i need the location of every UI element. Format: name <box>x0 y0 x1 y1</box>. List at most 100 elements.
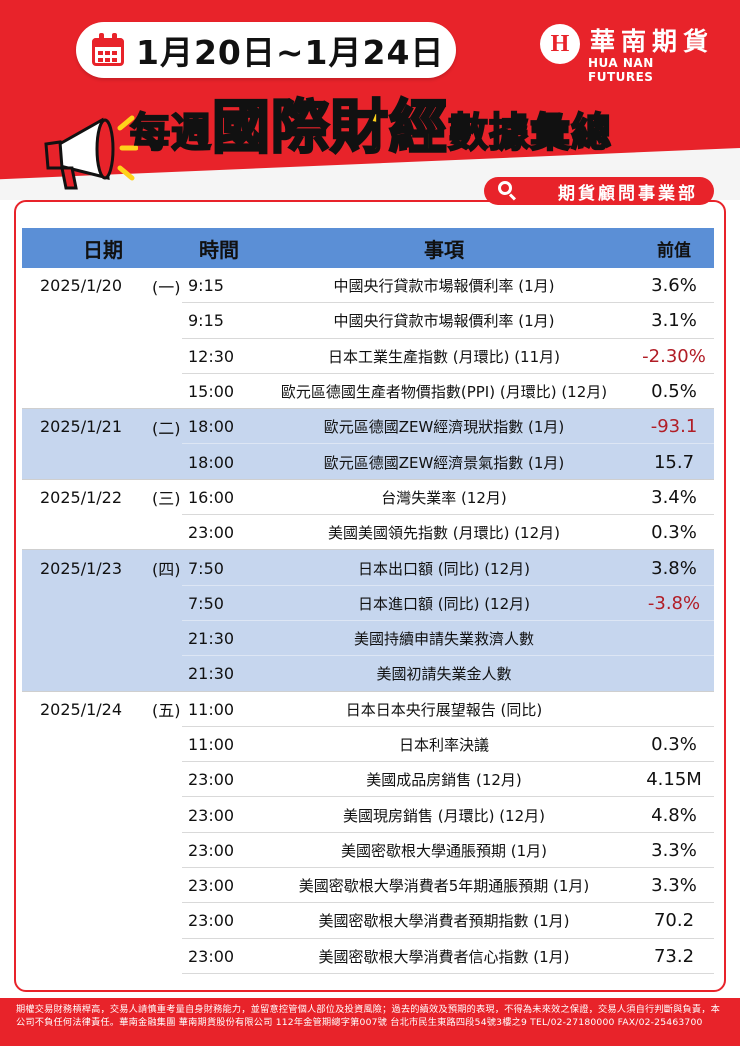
economic-calendar-table: 日期 時間 事項 前值 2025/1/20 (一) 9:15 中國央行貸款市場報價利率… <box>22 228 714 974</box>
row-divider <box>182 655 714 657</box>
column-header-previous: 前值 <box>657 240 691 261</box>
table-row: 15:00 歐元區德國生產者物價指數(PPI) (月環比) (12月) 0.5% <box>22 374 714 410</box>
event-cell: 美國密歇根大學消費者預期指數 (1月) <box>318 912 570 931</box>
table-body: 2025/1/20 (一) 9:15 中國央行貸款市場報價利率 (1月) 3.6% 9:1… <box>22 268 714 974</box>
table-row: 11:00 日本利率決議 0.3% <box>22 727 714 763</box>
time-cell: 16:00 <box>188 487 235 507</box>
date-cell: 2025/1/22 <box>40 487 123 507</box>
previous-value-cell: 70.2 <box>653 910 695 932</box>
table-row: 23:00 美國美國領先指數 (月環比) (12月) 0.3% <box>22 515 714 551</box>
row-divider <box>182 761 714 763</box>
time-cell: 11:00 <box>188 699 235 719</box>
time-cell: 23:00 <box>188 946 235 966</box>
row-divider <box>182 584 714 586</box>
column-header-date: 日期 <box>83 237 123 262</box>
row-divider <box>182 972 714 974</box>
event-cell: 美國初請失業金人數 <box>376 665 512 684</box>
time-cell: 23:00 <box>188 805 235 825</box>
date-cell: 2025/1/23 <box>40 558 123 578</box>
table-row: 23:00 美國密歇根大學消費者預期指數 (1月) 70.2 <box>22 903 714 939</box>
row-divider <box>22 478 714 480</box>
event-cell: 歐元區德國生產者物價指數(PPI) (月環比) (12月) <box>280 383 608 402</box>
weekday-cell: (二) <box>152 418 181 438</box>
table-row: 23:00 美國密歇根大學消費者信心指數 (1月) 73.2 <box>22 939 714 974</box>
event-cell: 美國美國領先指數 (月環比) (12月) <box>327 524 561 543</box>
row-divider <box>182 725 714 727</box>
time-cell: 23:00 <box>188 876 235 896</box>
table-header: 日期 時間 事項 前值 <box>22 228 714 268</box>
time-cell: 7:50 <box>188 558 224 578</box>
previous-value-cell: 3.6% <box>651 275 697 297</box>
event-cell: 美國密歇根大學消費者信心指數 (1月) <box>318 947 570 966</box>
event-cell: 歐元區德國ZEW經濟景氣指數 (1月) <box>323 453 565 472</box>
brand-logo: H 華南期貨 HUA NAN FUTURES <box>540 22 720 84</box>
weekday-cell: (一) <box>152 277 181 297</box>
table-row: 23:00 美國現房銷售 (月環比) (12月) 4.8% <box>22 797 714 833</box>
table-row: 21:30 美國持續申請失業救濟人數 <box>22 620 714 657</box>
time-cell: 7:50 <box>188 593 224 613</box>
row-divider <box>22 690 714 692</box>
department-text: 期貨顧問事業部 <box>558 183 698 204</box>
table-row: 2025/1/23 (四) 7:50 日本出口額 (同比) (12月) 3.8% <box>22 550 714 586</box>
time-cell: 18:00 <box>188 417 235 437</box>
date-cell: 2025/1/20 <box>40 276 123 296</box>
event-cell: 日本利率決議 <box>398 736 489 754</box>
date-cell: 2025/1/24 <box>40 699 123 719</box>
previous-value-cell: 3.3% <box>651 839 697 861</box>
time-cell: 23:00 <box>188 840 235 860</box>
column-header-time: 時間 <box>199 237 239 262</box>
title-part-2: 國際財經 <box>211 92 449 163</box>
previous-value-cell: -2.30% <box>642 345 706 367</box>
row-divider <box>182 337 714 339</box>
event-cell: 日本出口額 (同比) (12月) <box>357 559 531 578</box>
row-divider <box>22 408 714 410</box>
table-row: 2025/1/21 (二) 18:00 歐元區德國ZEW經濟現狀指數 (1月) -93.… <box>22 409 714 445</box>
search-icon <box>498 181 518 201</box>
time-cell: 11:00 <box>188 735 235 754</box>
row-divider <box>182 902 714 904</box>
disclaimer-footer: 期權交易財務槓桿高，交易人請慎重考量自身財務能力，並留意控管個人部位及投資風險；… <box>0 998 740 1046</box>
previous-value-cell: 15.7 <box>653 451 695 473</box>
previous-value-cell: -3.8% <box>647 592 701 614</box>
previous-value-cell: 4.15M <box>646 769 702 791</box>
event-cell: 美國持續申請失業救濟人數 <box>353 630 534 649</box>
event-cell: 日本日本央行展望報告 (同比) <box>345 700 543 719</box>
previous-value-cell: 3.4% <box>651 486 697 508</box>
row-divider <box>182 372 714 374</box>
event-cell: 日本進口額 (同比) (12月) <box>357 594 531 613</box>
row-divider <box>182 831 714 833</box>
megaphone-icon <box>44 115 138 190</box>
time-cell: 12:30 <box>188 346 235 366</box>
table-row: 23:00 美國密歇根大學通脹預期 (1月) 3.3% <box>22 833 714 869</box>
table-row: 23:00 美國成品房銷售 (12月) 4.15M <box>22 762 714 798</box>
weekday-cell: (三) <box>152 489 181 509</box>
date-range-text: 1月20日~1月24日 <box>136 33 445 72</box>
event-cell: 美國成品房銷售 (12月) <box>366 771 522 790</box>
table-row: 18:00 歐元區德國ZEW經濟景氣指數 (1月) 15.7 <box>22 444 714 480</box>
time-cell: 18:00 <box>188 452 235 472</box>
previous-value-cell: 4.8% <box>651 804 697 826</box>
previous-value-cell: 3.1% <box>651 310 697 332</box>
time-cell: 23:00 <box>188 770 235 790</box>
previous-value-cell: 3.8% <box>651 557 697 579</box>
event-cell: 美國現房銷售 (月環比) (12月) <box>342 806 546 825</box>
event-cell: 歐元區德國ZEW經濟現狀指數 (1月) <box>323 418 565 437</box>
previous-value-cell: 0.5% <box>651 381 697 403</box>
previous-value-cell: 0.3% <box>651 734 697 755</box>
table-row: 7:50 日本進口額 (同比) (12月) -3.8% <box>22 585 714 621</box>
time-cell: 23:00 <box>188 911 235 931</box>
date-range-badge: 1月20日~1月24日 <box>76 22 456 78</box>
table-row: 9:15 中國央行貸款市場報價利率 (1月) 3.1% <box>22 303 714 339</box>
row-divider <box>182 619 714 621</box>
row-divider <box>182 796 714 798</box>
title-part-1: 每週 <box>129 109 212 157</box>
row-divider <box>182 443 714 445</box>
previous-value-cell: 73.2 <box>653 945 695 967</box>
row-divider <box>182 937 714 939</box>
time-cell: 15:00 <box>188 382 235 402</box>
calendar-icon <box>90 32 126 68</box>
time-cell: 9:15 <box>188 311 224 331</box>
event-cell: 美國密歇根大學消費者5年期通脹預期 (1月) <box>298 877 590 896</box>
row-divider <box>182 514 714 516</box>
table-row: 12:30 日本工業生產指數 (月環比) (11月) -2.30% <box>22 339 714 374</box>
